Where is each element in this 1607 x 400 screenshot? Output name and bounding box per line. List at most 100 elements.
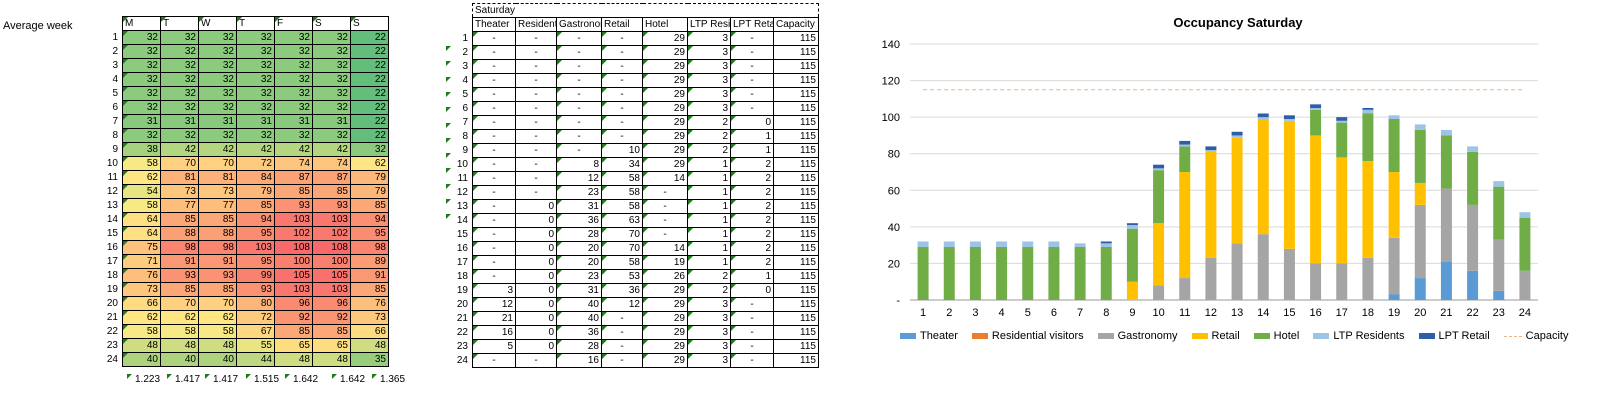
bar-segment-theater [1414,278,1426,300]
y-tick-label: 40 [888,222,900,234]
table-cell: 44 [236,352,275,367]
total-value: 1.642 [331,374,366,385]
table-cell: 74 [312,156,351,171]
row-number: 18 [106,270,118,281]
table-cell: 0 [515,339,557,354]
table-cell: 85 [274,184,313,199]
table-cell: 84 [236,170,275,185]
bar-segment-retail [1179,172,1191,279]
table-cell: 1 [687,227,731,242]
table-cell: 76 [122,268,161,283]
row-number: 14 [106,214,118,225]
table-cell: 58 [601,185,643,200]
table-cell: - [642,199,688,214]
table-cell: - [472,129,516,144]
table-cell: 115 [773,353,819,368]
day-header: F [274,16,313,31]
table-row: 24- -16-29 3-115 [450,353,819,368]
table-cell: 48 [350,338,389,353]
table-row: 22 58 58 58 67 85 85 66 [88,324,389,339]
x-tick-label: 21 [1440,307,1452,319]
table-row: 11- -12 58 14 1 2 115 [450,171,819,186]
table-cell: 32 [198,100,237,115]
bar-segment-hotel [1126,228,1138,282]
table-cell: 77 [160,198,199,213]
table-cell: 29 [642,129,688,144]
table-cell: 70 [160,296,199,311]
row-number: 6 [462,103,468,114]
column-header: Capacity [773,17,819,32]
table-cell: - [642,227,688,242]
table-cell: 32 [198,44,237,59]
row-number: 24 [456,355,468,366]
table-cell: 70 [198,296,237,311]
legend-label: LTP Residents [1333,330,1405,342]
legend-label: Gastronomy [1117,330,1178,342]
table-cell: 70 [601,241,643,256]
table-cell: 96 [274,296,313,311]
table-cell: 36 [556,325,602,340]
table-cell: - [472,199,516,214]
row-number: 16 [456,243,468,254]
table-cell: 2 [730,213,774,228]
table-row: 5 32 32 32 32 32 32 22 [88,86,389,101]
table-row: 24 40 40 40 44 48 48 35 [88,352,389,367]
table-cell: 0 [515,325,557,340]
bar-segment-theater [1440,261,1452,300]
table-cell: - [556,73,602,88]
table-cell: 102 [274,226,313,241]
bar-segment-hotel [1493,186,1505,240]
table-cell: 31 [236,114,275,129]
table-cell: 22 [350,72,389,87]
table-cell: - [472,115,516,130]
bar-segment-retail [1205,151,1217,258]
row-number: 10 [106,158,118,169]
table-cell: 73 [350,310,389,325]
table-row: 21 21 0 40-29 3-115 [450,311,819,326]
table-cell: 40 [556,297,602,312]
table-cell: - [730,101,774,116]
table-cell: - [556,101,602,116]
table-cell: 32 [274,72,313,87]
x-tick-label: 17 [1336,307,1348,319]
table-cell: 85 [198,212,237,227]
bar-segment-lpt-retail [1231,131,1243,136]
row-number: 12 [456,187,468,198]
table-cell: 40 [122,352,161,367]
table-cell: 31 [274,114,313,129]
table-cell: 75 [122,240,161,255]
table-cell: 3 [687,45,731,60]
bar-segment-ltp-residents [1310,108,1322,110]
table-cell: 70 [160,156,199,171]
table-row: 18 76 93 93 99 105 105 91 [88,268,389,283]
table-cell: 80 [236,296,275,311]
table-row: 14-0 36 63-1 2 115 [450,213,819,228]
table-row: 2 32 32 32 32 32 32 22 [88,44,389,59]
table-cell: 31 [198,114,237,129]
table-cell: 22 [350,58,389,73]
bar-segment-hotel [1022,246,1034,300]
bar-segment-retail [1283,120,1295,249]
table-cell: 48 [198,338,237,353]
column-header: Retail [601,17,643,32]
table-row: 20 12 0 40 12 29 3-115 [450,297,819,312]
table-cell: - [601,311,643,326]
row-number: 7 [112,116,118,127]
table-cell: 58 [122,324,161,339]
table-cell: - [472,241,516,256]
legend-swatch [1097,333,1114,339]
table-row: 18-0 23 53 26 2 1 115 [450,269,819,284]
chart-title: Occupancy Saturday [1173,15,1303,30]
table-cell: 115 [773,199,819,214]
table-cell: 85 [350,198,389,213]
table-cell: 16 [556,353,602,368]
table-cell: 22 [350,114,389,129]
table-cell: 32 [122,128,161,143]
table-cell: 91 [160,254,199,269]
legend-label: Theater [920,330,958,342]
table-cell: 115 [773,283,819,298]
table-cell: - [472,73,516,88]
table-cell: - [730,353,774,368]
x-tick-label: 20 [1414,307,1426,319]
table-cell: 87 [312,170,351,185]
